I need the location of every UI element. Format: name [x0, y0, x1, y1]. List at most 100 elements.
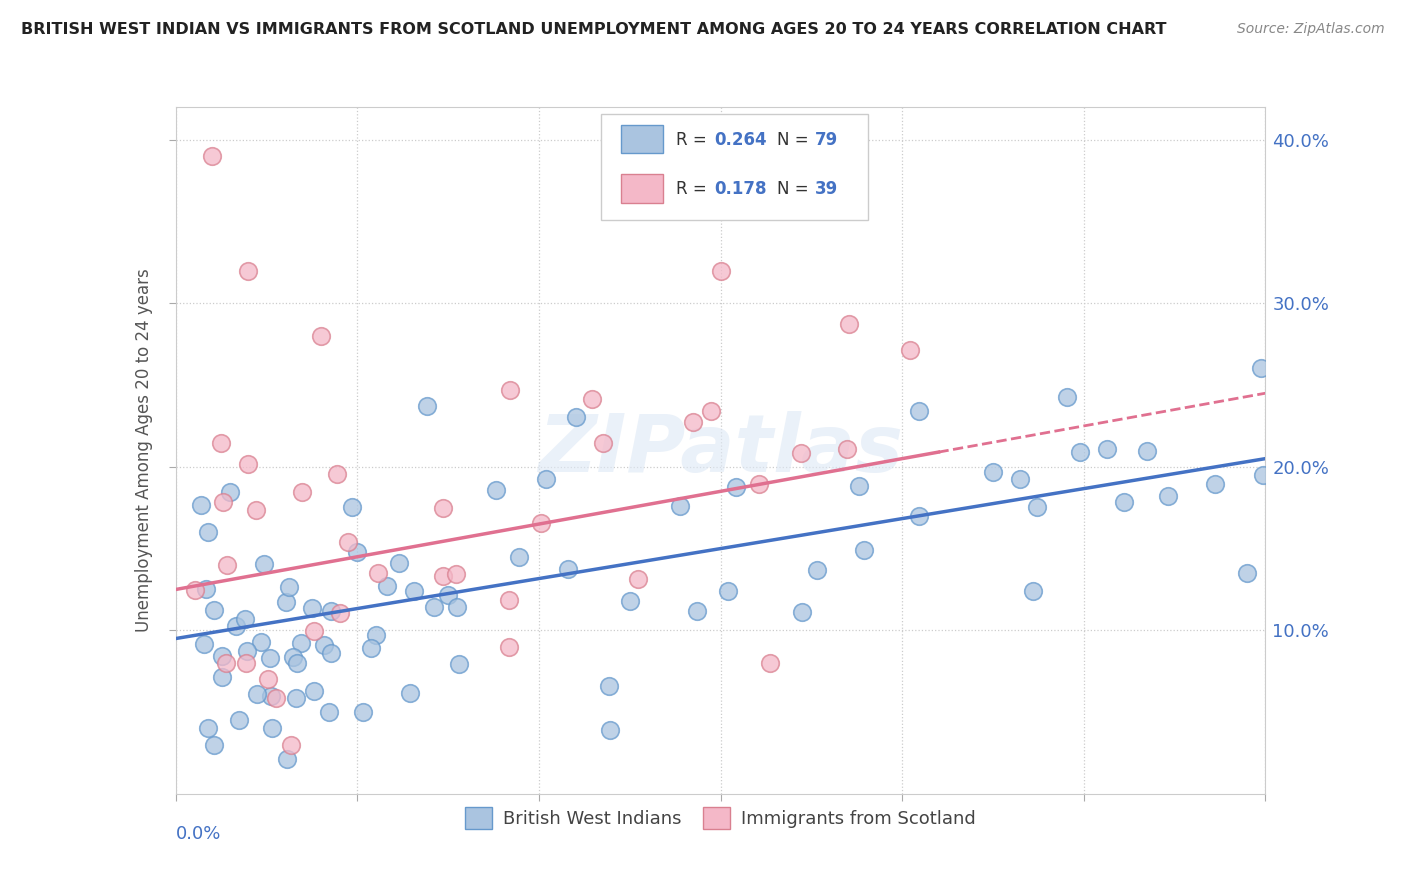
- Point: [446, 599, 468, 614]
- Point: [280, 738, 302, 752]
- Point: [304, 684, 326, 698]
- Text: 0.0%: 0.0%: [176, 825, 221, 843]
- Point: [449, 657, 471, 672]
- Point: [598, 679, 620, 693]
- Point: [983, 465, 1005, 479]
- Point: [274, 595, 297, 609]
- Point: [319, 647, 342, 661]
- Point: [211, 670, 233, 684]
- Point: [835, 442, 858, 456]
- Point: [375, 579, 398, 593]
- Point: [346, 544, 368, 558]
- Point: [1056, 390, 1078, 404]
- Point: [1157, 489, 1180, 503]
- Point: [236, 457, 259, 471]
- Point: [1250, 360, 1272, 375]
- Point: [682, 416, 704, 430]
- Point: [1022, 583, 1045, 598]
- Point: [326, 467, 349, 481]
- Point: [260, 689, 283, 703]
- Point: [211, 649, 233, 664]
- Point: [233, 612, 256, 626]
- Point: [710, 263, 733, 277]
- Point: [432, 501, 454, 516]
- Point: [217, 558, 239, 573]
- Point: [235, 656, 257, 670]
- Point: [423, 599, 446, 614]
- Point: [190, 498, 212, 512]
- Point: [184, 583, 207, 598]
- Point: [398, 686, 420, 700]
- Point: [806, 563, 828, 577]
- Point: [1008, 471, 1031, 485]
- Point: [312, 639, 335, 653]
- Legend: British West Indians, Immigrants from Scotland: British West Indians, Immigrants from Sc…: [458, 800, 983, 837]
- Point: [908, 508, 931, 523]
- Point: [290, 636, 312, 650]
- Point: [436, 588, 458, 602]
- Text: R =: R =: [676, 130, 711, 149]
- Point: [228, 713, 250, 727]
- Point: [717, 583, 740, 598]
- Point: [209, 435, 232, 450]
- FancyBboxPatch shape: [600, 114, 868, 220]
- Text: Source: ZipAtlas.com: Source: ZipAtlas.com: [1237, 22, 1385, 37]
- Point: [1025, 500, 1047, 514]
- Point: [499, 383, 522, 397]
- Point: [301, 601, 323, 615]
- Point: [342, 500, 364, 515]
- Point: [898, 343, 921, 358]
- Point: [685, 604, 707, 618]
- Point: [700, 403, 723, 417]
- Point: [250, 635, 273, 649]
- Point: [388, 556, 411, 570]
- Point: [276, 752, 298, 766]
- Point: [852, 543, 875, 558]
- Point: [291, 484, 314, 499]
- Point: [319, 604, 342, 618]
- Text: N =: N =: [778, 180, 814, 198]
- Point: [259, 651, 281, 665]
- Text: 39: 39: [815, 180, 838, 198]
- Point: [747, 476, 769, 491]
- Point: [245, 503, 267, 517]
- Point: [498, 640, 520, 654]
- Point: [1204, 477, 1226, 491]
- Point: [264, 690, 287, 705]
- Point: [219, 484, 242, 499]
- Point: [256, 673, 278, 687]
- Point: [260, 722, 283, 736]
- Point: [1097, 442, 1119, 456]
- Bar: [621, 174, 662, 203]
- Text: 79: 79: [815, 130, 838, 149]
- Point: [581, 392, 603, 407]
- Point: [193, 637, 215, 651]
- Point: [246, 687, 269, 701]
- Point: [530, 516, 553, 531]
- Point: [1251, 468, 1274, 483]
- Point: [285, 691, 308, 706]
- Point: [498, 592, 520, 607]
- Point: [627, 572, 650, 586]
- Point: [309, 329, 332, 343]
- Point: [1236, 566, 1258, 580]
- Point: [201, 149, 224, 163]
- Point: [564, 410, 586, 425]
- Point: [197, 722, 219, 736]
- Point: [508, 549, 530, 564]
- Point: [214, 656, 236, 670]
- Point: [318, 705, 340, 719]
- Point: [236, 644, 259, 658]
- Point: [485, 483, 508, 497]
- Point: [277, 580, 299, 594]
- Text: N =: N =: [778, 130, 814, 149]
- Point: [619, 594, 641, 608]
- Bar: [621, 125, 662, 153]
- Point: [557, 561, 579, 575]
- Point: [724, 480, 747, 494]
- Point: [352, 706, 374, 720]
- Point: [402, 584, 425, 599]
- Point: [669, 499, 692, 513]
- Point: [225, 619, 247, 633]
- Point: [283, 650, 305, 665]
